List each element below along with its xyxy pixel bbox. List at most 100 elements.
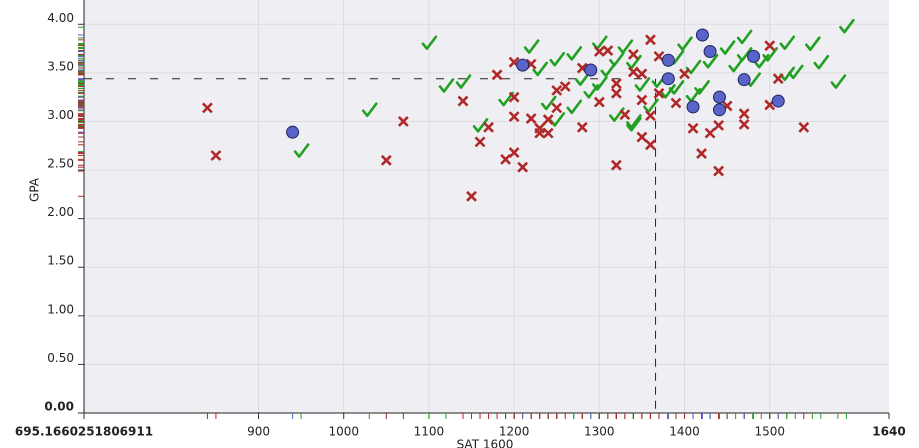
check-point — [566, 46, 583, 61]
x-point — [483, 121, 494, 133]
y-axis-label: GPA — [28, 177, 42, 202]
check-point — [583, 84, 600, 99]
circle-point — [703, 45, 717, 59]
check-point — [609, 51, 625, 67]
y-tick-label: 1.00 — [47, 302, 74, 316]
x-point — [645, 110, 656, 122]
check-point — [361, 102, 378, 118]
x-point — [627, 48, 639, 60]
x-tick-label: 695.1660251806911 — [15, 425, 153, 439]
y-tick-label: 3.00 — [47, 108, 74, 122]
check-point — [532, 61, 548, 77]
check-point — [787, 64, 804, 80]
check-point — [779, 35, 796, 51]
check-point — [549, 51, 566, 67]
circle-point — [686, 100, 700, 114]
circle-point — [584, 63, 598, 77]
check-point — [523, 39, 540, 54]
x-tick-label: 1500 — [754, 425, 785, 439]
check-point — [728, 57, 744, 73]
check-point — [626, 117, 642, 132]
y-tick-label: 2.00 — [47, 205, 74, 219]
circle-point — [516, 58, 530, 72]
y-tick-label: 3.50 — [47, 59, 74, 73]
x-point — [610, 159, 622, 171]
x-point — [798, 121, 810, 133]
circle-point — [737, 73, 751, 87]
x-point — [210, 150, 222, 161]
circle-point — [661, 53, 675, 67]
check-point — [736, 47, 753, 62]
y-tick-label: 0.00 — [44, 400, 74, 414]
check-point — [293, 143, 310, 158]
x-tick-label: 900 — [247, 425, 270, 439]
x-point — [679, 68, 690, 80]
x-point — [713, 119, 725, 131]
x-point — [508, 91, 520, 103]
x-point — [457, 95, 469, 107]
x-point — [764, 40, 776, 52]
y-tick-label: 2.50 — [47, 157, 74, 171]
check-point — [609, 107, 625, 122]
check-point — [498, 91, 514, 107]
x-point — [636, 68, 648, 80]
check-point — [736, 29, 753, 45]
x-point — [201, 102, 213, 114]
check-point — [566, 99, 583, 115]
x-point — [610, 78, 622, 89]
check-point — [702, 53, 719, 69]
x-axis-label: SAT 1600 — [457, 438, 514, 448]
circle-point — [771, 94, 785, 108]
circle-point — [661, 72, 675, 86]
x-point — [704, 127, 716, 139]
x-tick-label: 1640 — [872, 425, 905, 439]
x-point — [593, 96, 605, 108]
x-point — [491, 69, 503, 81]
check-point — [694, 80, 710, 95]
check-point — [592, 76, 608, 91]
check-point — [421, 35, 438, 51]
circle-point — [712, 90, 726, 104]
x-point — [670, 97, 682, 109]
circle-point — [286, 125, 300, 139]
x-tick-label: 1000 — [328, 425, 359, 439]
x-point — [542, 127, 554, 139]
x-point — [576, 121, 588, 133]
check-point — [839, 18, 855, 34]
x-point — [559, 81, 571, 92]
x-point — [593, 46, 605, 57]
check-point — [455, 74, 472, 89]
check-point — [634, 77, 651, 92]
x-point — [713, 165, 725, 177]
circle-point — [695, 28, 709, 42]
y-tick-label: 0.50 — [47, 351, 74, 365]
x-point — [474, 136, 486, 148]
x-point — [645, 139, 656, 151]
x-point — [508, 147, 520, 158]
check-point — [540, 95, 557, 111]
plot-area — [84, 0, 889, 413]
circle-point — [747, 49, 761, 63]
x-point — [772, 73, 784, 85]
x-point — [627, 66, 639, 78]
check-point — [617, 39, 634, 54]
x-point — [534, 127, 546, 139]
check-point — [626, 114, 642, 129]
x-tick-label: 1100 — [414, 425, 445, 439]
x-point — [610, 87, 622, 99]
check-point — [813, 54, 830, 70]
x-tick-label: 1400 — [669, 425, 700, 439]
x-tick-label: 1300 — [584, 425, 615, 439]
x-point — [525, 113, 537, 124]
check-point — [574, 71, 591, 86]
x-point — [517, 161, 529, 173]
circle-point — [712, 103, 726, 117]
check-point — [677, 36, 693, 52]
x-point — [738, 118, 750, 130]
check-point — [830, 74, 847, 89]
x-point — [466, 190, 477, 202]
check-point — [719, 40, 736, 55]
x-point — [696, 148, 707, 159]
x-point — [500, 153, 512, 165]
x-tick-label: 1200 — [499, 425, 530, 439]
